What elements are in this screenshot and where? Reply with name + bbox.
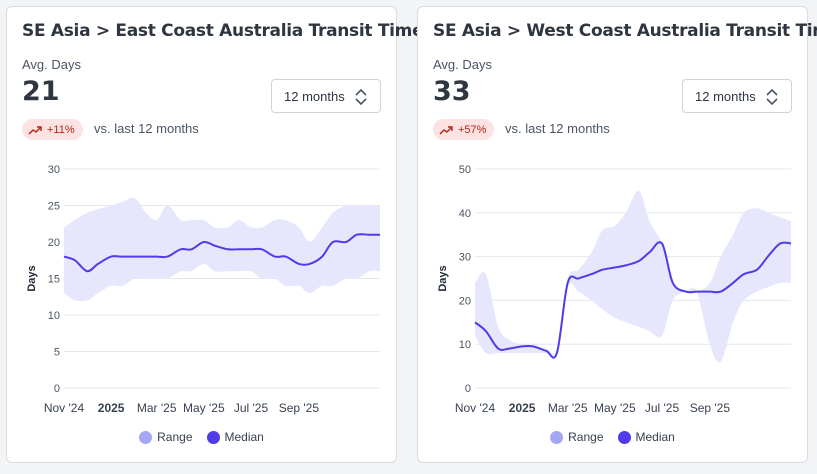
legend-item-range[interactable]: Range xyxy=(550,430,604,444)
legend-label: Median xyxy=(224,430,264,444)
y-tick-label: 50 xyxy=(459,164,471,176)
median-swatch xyxy=(617,430,631,444)
change-value: +57% xyxy=(458,123,487,136)
x-tick-label: 2025 xyxy=(509,401,536,415)
avg-value: 33 xyxy=(433,76,471,107)
change-badge: +11% xyxy=(22,119,83,140)
y-tick-label: 20 xyxy=(459,295,471,307)
legend-label: Range xyxy=(157,430,193,444)
trend-up-icon xyxy=(439,125,453,134)
comparison-text: vs. last 12 months xyxy=(505,121,610,136)
y-tick-label: 0 xyxy=(465,383,471,395)
avg-label: Avg. Days xyxy=(22,57,82,72)
legend: Range Median xyxy=(7,430,396,444)
change-badge: +57% xyxy=(433,119,495,140)
transit-card-west: SE Asia > West Coast Australia Transit T… xyxy=(417,6,817,463)
median-line xyxy=(474,241,792,359)
x-tick-label: Nov '24 xyxy=(44,401,85,415)
median-swatch xyxy=(206,430,220,444)
transit-card-east: SE Asia > East Coast Australia Transit T… xyxy=(6,6,424,463)
legend: Range Median xyxy=(418,430,807,444)
legend-item-range[interactable]: Range xyxy=(139,430,193,444)
x-tick-label: Sep '25 xyxy=(690,401,731,415)
range-swatch xyxy=(139,430,153,444)
x-tick-label: Jul '25 xyxy=(645,401,680,415)
x-tick-label: Jul '25 xyxy=(234,401,269,415)
legend-item-median[interactable]: Median xyxy=(206,430,264,444)
x-tick-label: Nov '24 xyxy=(455,401,496,415)
y-tick-label: 20 xyxy=(48,237,60,249)
avg-value: 21 xyxy=(22,76,60,107)
range-select-value: 12 months xyxy=(284,88,345,104)
legend-label: Range xyxy=(568,430,604,444)
y-axis-label: Days xyxy=(437,265,449,291)
x-tick-label: Mar '25 xyxy=(548,401,588,415)
y-tick-label: 10 xyxy=(48,310,60,322)
comparison-text: vs. last 12 months xyxy=(94,121,199,136)
y-tick-label: 30 xyxy=(48,164,60,176)
range-swatch xyxy=(550,430,564,444)
y-tick-label: 5 xyxy=(54,347,60,359)
legend-label: Median xyxy=(635,430,675,444)
avg-label: Avg. Days xyxy=(433,57,493,72)
y-tick-label: 30 xyxy=(459,252,471,264)
y-tick-label: 25 xyxy=(48,201,60,213)
y-axis-label: Days xyxy=(26,265,38,291)
x-tick-label: 2025 xyxy=(98,401,125,415)
median-line xyxy=(63,233,380,273)
y-tick-label: 0 xyxy=(54,383,60,395)
y-tick-label: 40 xyxy=(459,208,471,220)
card-title: SE Asia > East Coast Australia Transit T… xyxy=(22,21,424,41)
card-title: SE Asia > West Coast Australia Transit T… xyxy=(433,21,817,41)
y-tick-label: 10 xyxy=(459,339,471,351)
x-tick-label: Mar '25 xyxy=(137,401,177,415)
chevron-up-down-icon xyxy=(355,88,367,106)
x-tick-label: May '25 xyxy=(183,401,225,415)
x-tick-label: Sep '25 xyxy=(279,401,320,415)
trend-up-icon xyxy=(28,125,42,134)
change-value: +11% xyxy=(47,123,75,136)
transit-chart: 0 10 20 30 40 50 Nov '24 2025 Mar '25 May '25 Jul … xyxy=(437,164,792,415)
range-select[interactable]: 12 months xyxy=(271,79,381,113)
range-select-value: 12 months xyxy=(695,88,756,104)
legend-item-median[interactable]: Median xyxy=(617,430,675,444)
range-band xyxy=(475,190,791,363)
range-band xyxy=(64,197,380,302)
y-tick-label: 15 xyxy=(48,274,60,286)
chevron-up-down-icon xyxy=(766,88,778,106)
range-select[interactable]: 12 months xyxy=(682,79,792,113)
x-tick-label: May '25 xyxy=(594,401,636,415)
